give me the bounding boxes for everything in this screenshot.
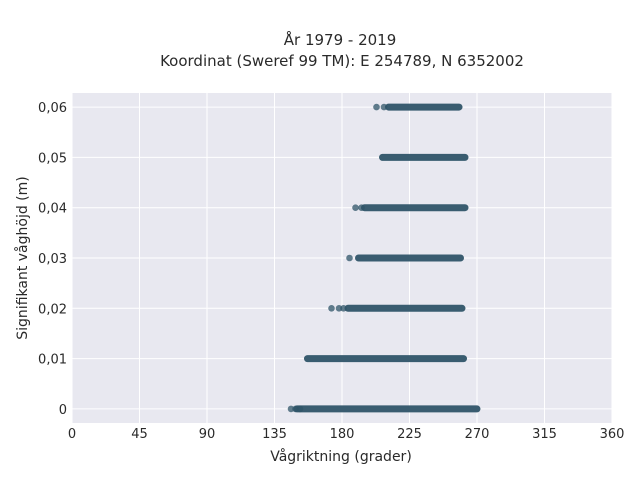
y-axis-ticks: 0 0,01 0,02 0,03 0,04 0,05 0,06 (38, 101, 67, 418)
data-point (373, 103, 380, 111)
x-axis-label: Vågriktning (grader) (270, 448, 412, 465)
data-point (352, 204, 359, 211)
chart-subtitle: Koordinat (Sweref 99 TM): E 254789, N 63… (160, 52, 524, 70)
y-tick-label: 0 (59, 403, 67, 418)
x-tick-label: 180 (330, 427, 355, 442)
data-point (358, 204, 365, 211)
data-points (287, 103, 481, 413)
x-tick-label: 315 (532, 427, 557, 442)
y-axis-label: Signifikant våghöjd (m) (14, 176, 31, 339)
x-tick-label: 0 (68, 427, 76, 442)
x-tick-label: 45 (131, 427, 148, 442)
x-tick-label: 90 (199, 427, 216, 442)
x-tick-label: 360 (600, 427, 625, 442)
chart-title: År 1979 - 2019 (284, 30, 397, 49)
y-tick-label: 0,04 (38, 202, 67, 217)
x-tick-label: 135 (262, 427, 287, 442)
y-tick-label: 0,02 (38, 302, 67, 317)
x-tick-label: 270 (465, 427, 490, 442)
y-tick-label: 0,03 (38, 252, 67, 267)
data-point (340, 305, 347, 312)
data-point (380, 103, 388, 111)
data-point (296, 405, 304, 413)
y-tick-label: 0,06 (38, 101, 67, 116)
x-axis-ticks: 0 45 90 135 180 225 270 315 360 (68, 427, 625, 442)
data-point (346, 254, 353, 262)
y-tick-label: 0,05 (38, 151, 67, 166)
y-tick-label: 0,01 (38, 353, 67, 368)
x-tick-label: 225 (397, 427, 422, 442)
data-point (328, 305, 335, 312)
